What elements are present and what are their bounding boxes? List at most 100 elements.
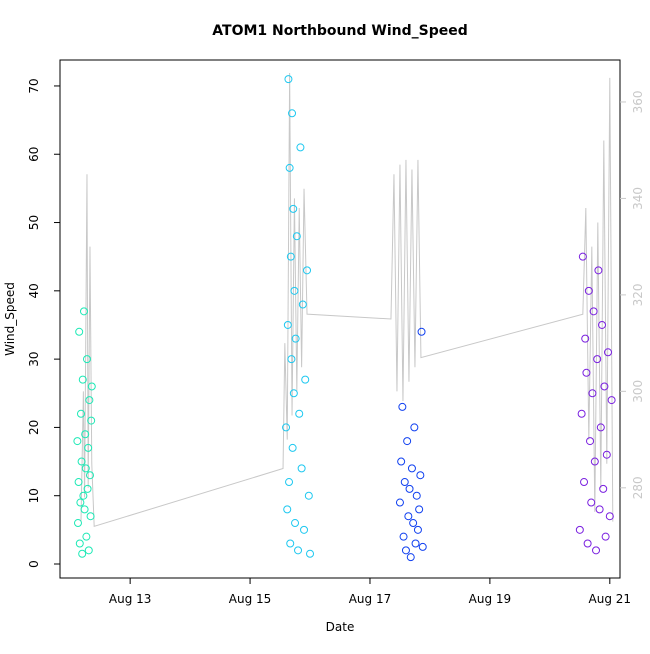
point bbox=[301, 375, 310, 384]
point bbox=[285, 163, 294, 172]
point bbox=[602, 450, 611, 459]
point bbox=[409, 519, 418, 528]
point bbox=[304, 491, 313, 500]
point bbox=[291, 334, 300, 343]
point bbox=[286, 252, 295, 261]
point bbox=[298, 300, 307, 309]
point bbox=[600, 382, 609, 391]
point bbox=[598, 320, 607, 329]
x-tick-label: Aug 15 bbox=[229, 592, 272, 606]
x-tick-label: Aug 19 bbox=[469, 592, 512, 606]
y-tick-label: 60 bbox=[27, 147, 41, 162]
point bbox=[81, 464, 90, 473]
point bbox=[607, 396, 616, 405]
y-tick-label: 0 bbox=[27, 560, 41, 568]
point bbox=[75, 327, 84, 336]
point bbox=[85, 396, 94, 405]
point bbox=[400, 478, 409, 487]
point bbox=[590, 457, 599, 466]
y-tick-label: 40 bbox=[27, 283, 41, 298]
point bbox=[404, 512, 413, 521]
point bbox=[586, 437, 595, 446]
point bbox=[87, 382, 96, 391]
point bbox=[584, 286, 593, 295]
point bbox=[406, 553, 415, 562]
point bbox=[595, 505, 604, 514]
point bbox=[288, 109, 297, 118]
point bbox=[87, 416, 96, 425]
point bbox=[283, 320, 292, 329]
point bbox=[580, 478, 589, 487]
point bbox=[303, 266, 312, 275]
point bbox=[412, 491, 421, 500]
point bbox=[589, 307, 598, 316]
point bbox=[407, 464, 416, 473]
point bbox=[397, 457, 406, 466]
point bbox=[288, 443, 297, 452]
point bbox=[295, 409, 304, 418]
point bbox=[82, 355, 91, 364]
point bbox=[581, 334, 590, 343]
point bbox=[596, 423, 605, 432]
point bbox=[417, 327, 426, 336]
y-tick-label: 50 bbox=[27, 215, 41, 230]
point bbox=[284, 75, 293, 84]
point bbox=[78, 549, 87, 558]
y-tick-label: 30 bbox=[27, 351, 41, 366]
point bbox=[395, 498, 404, 507]
point bbox=[83, 484, 92, 493]
point bbox=[604, 348, 613, 357]
point bbox=[575, 525, 584, 534]
chart-title: ATOM1 Northbound Wind_Speed bbox=[212, 23, 467, 39]
point bbox=[398, 402, 407, 411]
point bbox=[401, 546, 410, 555]
point bbox=[291, 519, 300, 528]
point bbox=[300, 525, 309, 534]
point bbox=[418, 542, 427, 551]
point bbox=[416, 471, 425, 480]
point bbox=[289, 204, 298, 213]
point bbox=[81, 430, 90, 439]
point bbox=[306, 549, 315, 558]
y2-tick-label: 280 bbox=[631, 476, 645, 499]
point bbox=[599, 484, 608, 493]
plot-frame bbox=[59, 59, 621, 579]
point bbox=[282, 423, 291, 432]
point bbox=[80, 505, 89, 514]
point bbox=[78, 375, 87, 384]
y2-tick-label: 320 bbox=[631, 283, 645, 306]
point bbox=[588, 389, 597, 398]
line-series bbox=[80, 73, 614, 528]
point bbox=[74, 478, 83, 487]
point bbox=[593, 355, 602, 364]
point bbox=[283, 505, 292, 514]
point bbox=[73, 519, 82, 528]
point bbox=[297, 464, 306, 473]
y-axis-label: Wind_Speed bbox=[3, 282, 17, 356]
point bbox=[582, 368, 591, 377]
y-tick-label: 70 bbox=[27, 78, 41, 93]
point bbox=[592, 546, 601, 555]
point bbox=[287, 355, 296, 364]
point bbox=[601, 532, 610, 541]
point bbox=[79, 491, 88, 500]
point bbox=[285, 478, 294, 487]
point bbox=[405, 484, 414, 493]
point bbox=[413, 525, 422, 534]
point bbox=[73, 437, 82, 446]
point bbox=[605, 512, 614, 521]
point bbox=[77, 457, 86, 466]
point bbox=[84, 443, 93, 452]
point bbox=[85, 471, 94, 480]
point bbox=[290, 286, 299, 295]
point bbox=[86, 512, 95, 521]
x-axis-label: Date bbox=[326, 620, 355, 634]
point bbox=[578, 252, 587, 261]
point bbox=[577, 409, 586, 418]
point bbox=[587, 498, 596, 507]
y2-tick-label: 300 bbox=[631, 380, 645, 403]
y2-tick-label: 340 bbox=[631, 187, 645, 210]
point bbox=[410, 423, 419, 432]
point bbox=[296, 143, 305, 152]
y-tick-label: 10 bbox=[27, 488, 41, 503]
